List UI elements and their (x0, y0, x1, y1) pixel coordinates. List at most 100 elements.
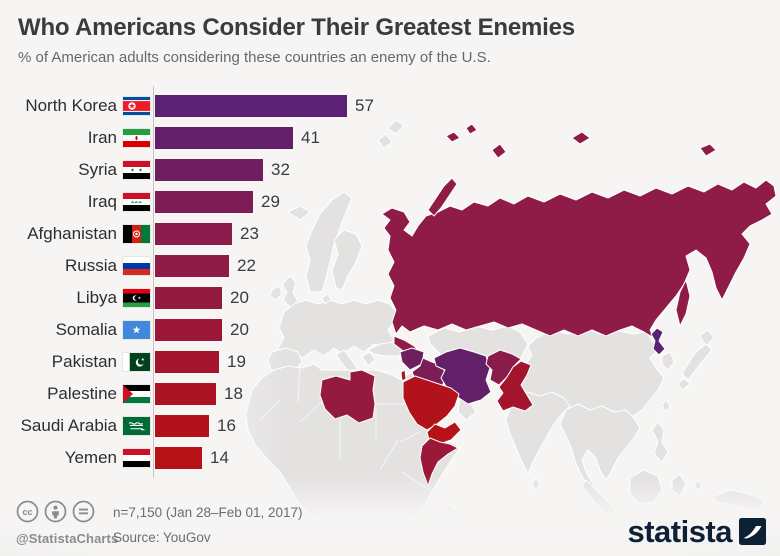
map-land-britain (281, 275, 299, 308)
country-label: Russia (65, 256, 117, 275)
map-country-pakistan (496, 360, 534, 412)
footer-notes: n=7,150 (Jan 28–Feb 01, 2017) Source: Yo… (113, 500, 303, 550)
map-land-south-korea (661, 351, 675, 371)
map-land-honshu (681, 343, 713, 381)
country-label: Iraq (87, 192, 117, 211)
country-label: Libya (76, 288, 117, 307)
bar-chart: North Korea 57 Iran 41 Syria 32 Iraq 29 Afghanis… (0, 90, 420, 474)
iran-flag-icon (123, 129, 150, 147)
map-land-denmark (321, 293, 332, 305)
value-bar (155, 255, 229, 277)
value-bar (155, 447, 202, 469)
map-country-russia-sakhalin (675, 279, 691, 327)
country-label: Yemen (64, 448, 117, 467)
map-land-iceland (287, 205, 311, 221)
map-country-russia-arctic-islands (427, 123, 717, 217)
map-land-svalbard (377, 119, 405, 149)
chart-row: Somalia 20 (0, 314, 420, 346)
map-country-russia (381, 179, 777, 339)
value-bar (155, 127, 293, 149)
somalia-flag-icon (123, 321, 150, 339)
statista-logo: statista (627, 516, 766, 547)
map-land-greece (361, 351, 376, 367)
country-label: Pakistan (51, 352, 117, 371)
saudi-arabia-flag-icon (123, 417, 150, 435)
statista-charts-handle: @StatistaCharts (16, 531, 119, 546)
value-bar (155, 415, 209, 437)
source-note: Source: YouGov (113, 530, 211, 545)
map-land-hokkaido (699, 329, 715, 347)
equal-license-icon (72, 500, 95, 528)
syria-flag-icon (123, 161, 150, 179)
creative-commons-icon: cc (16, 500, 39, 528)
statista-wordmark: statista (627, 514, 732, 549)
russia-flag-icon (123, 257, 150, 275)
country-label: Saudi Arabia (20, 416, 117, 435)
map-land-kyushu (677, 377, 691, 391)
sample-note: n=7,150 (Jan 28–Feb 01, 2017) (113, 505, 303, 520)
map-land-se-asia (559, 403, 641, 499)
chart-row: Pakistan 19 (0, 346, 420, 378)
value-bar (155, 95, 347, 117)
value-label: 14 (210, 448, 229, 467)
value-bar (155, 319, 222, 341)
value-bar (155, 159, 263, 181)
attribution-icon (44, 500, 67, 528)
value-label: 20 (230, 320, 249, 339)
chart-row: Saudi Arabia 16 (0, 410, 420, 442)
map-bottom-fade (0, 476, 780, 556)
north-korea-flag-icon (123, 97, 150, 115)
map-country-palestine (400, 369, 407, 382)
chart-row: Libya 20 (0, 282, 420, 314)
map-country-saudi-arabia (402, 375, 460, 431)
map-land-taiwan (661, 399, 671, 413)
country-label: Afghanistan (27, 224, 117, 243)
value-bar (155, 191, 253, 213)
license-block: cc @StatistaCharts (16, 500, 118, 546)
value-bar (155, 223, 232, 245)
value-label: 57 (355, 96, 374, 115)
chart-row: Palestine 18 (0, 378, 420, 410)
pakistan-flag-icon (123, 353, 150, 371)
map-land-philippines (651, 421, 669, 463)
country-label: Iran (87, 128, 117, 147)
country-label: Somalia (55, 320, 117, 339)
map-land-india (505, 391, 571, 475)
statista-logo-icon (739, 518, 766, 545)
yemen-flag-icon (123, 449, 150, 467)
chart-row: North Korea 57 (0, 90, 420, 122)
value-label: 41 (301, 128, 320, 147)
chart-row: Yemen 14 (0, 442, 420, 474)
page-title: Who Americans Consider Their Greatest En… (18, 14, 575, 41)
value-label: 18 (224, 384, 243, 403)
value-label: 23 (240, 224, 259, 243)
map-country-libya (319, 369, 376, 424)
value-bar (155, 383, 216, 405)
license-icons: cc (16, 500, 118, 528)
map-land-finland (331, 229, 363, 291)
value-bar (155, 287, 222, 309)
value-bar (155, 351, 219, 373)
value-label: 16 (217, 416, 236, 435)
chart-axis-line (153, 86, 154, 478)
page-subtitle: % of American adults considering these c… (18, 49, 491, 66)
value-label: 29 (261, 192, 280, 211)
chart-row: Iraq 29 (0, 186, 420, 218)
afghanistan-flag-icon (123, 225, 150, 243)
header: Who Americans Consider Their Greatest En… (18, 14, 575, 66)
map-country-north-korea (650, 327, 666, 356)
iraq-flag-icon (123, 193, 150, 211)
map-country-somalia (419, 437, 459, 487)
value-label: 19 (227, 352, 246, 371)
country-label: North Korea (25, 96, 117, 115)
value-label: 22 (237, 256, 256, 275)
libya-flag-icon (123, 289, 150, 307)
map-land-scandinavia (305, 191, 353, 293)
svg-text:cc: cc (22, 507, 32, 517)
country-label: Palestine (47, 384, 117, 403)
chart-row: Russia 22 (0, 250, 420, 282)
chart-row: Iran 41 (0, 122, 420, 154)
palestine-flag-icon (123, 385, 150, 403)
map-country-iran (433, 347, 492, 405)
